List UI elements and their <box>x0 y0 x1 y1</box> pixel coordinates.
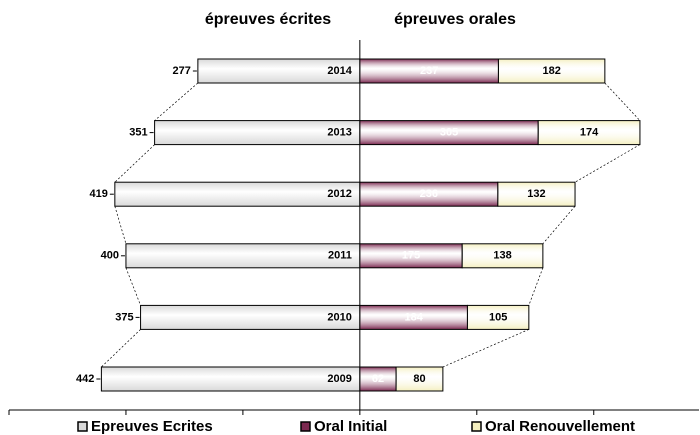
bar <box>359 243 463 269</box>
value-label: 277 <box>173 65 191 77</box>
bar <box>114 181 361 207</box>
bar <box>125 243 361 269</box>
right-title: épreuves orales <box>394 11 516 28</box>
legend-label: Oral Renouvellement <box>485 418 635 435</box>
bar <box>154 120 361 146</box>
value-label: 442 <box>76 373 94 385</box>
value-label: 62 <box>372 373 384 385</box>
category-label: 2010 <box>327 311 351 323</box>
legend-label: Oral Initial <box>314 418 387 435</box>
bar <box>395 366 444 392</box>
value-label: 400 <box>101 250 119 262</box>
connector <box>442 329 529 368</box>
connector <box>101 329 141 368</box>
legend-swatch <box>77 421 88 432</box>
value-label: 132 <box>527 188 545 200</box>
value-label: 419 <box>89 188 107 200</box>
left-title: épreuves écrites <box>205 11 331 28</box>
legend-swatch <box>300 421 311 432</box>
bar <box>461 243 544 269</box>
category-label: 2014 <box>327 65 352 77</box>
value-label: 175 <box>402 250 420 262</box>
bar <box>197 58 361 84</box>
bar <box>497 58 606 84</box>
category-label: 2009 <box>327 373 351 385</box>
bar <box>359 120 539 146</box>
connector <box>114 144 155 183</box>
connector <box>528 267 544 306</box>
category-label: 2011 <box>328 250 352 262</box>
connector <box>125 267 141 306</box>
value-label: 236 <box>420 188 438 200</box>
value-label: 305 <box>440 127 458 139</box>
value-label: 351 <box>129 127 147 139</box>
category-label: 2012 <box>327 188 351 200</box>
connector <box>604 82 641 121</box>
bar <box>140 304 361 330</box>
value-label: 237 <box>420 65 438 77</box>
legend-swatch <box>471 421 482 432</box>
value-label: 174 <box>580 127 599 139</box>
value-label: 138 <box>493 250 511 262</box>
connector <box>542 205 576 245</box>
connector <box>154 82 199 121</box>
bar <box>100 366 361 392</box>
connector <box>114 206 127 244</box>
bar <box>497 181 576 207</box>
bar <box>537 120 641 146</box>
category-label: 2013 <box>327 127 351 139</box>
value-label: 80 <box>413 373 425 385</box>
bar <box>359 58 499 84</box>
bar <box>466 304 530 330</box>
value-label: 182 <box>542 65 560 77</box>
value-label: 105 <box>489 311 507 323</box>
value-label: 375 <box>115 311 133 323</box>
legend-label: Epreuves Ecrites <box>91 418 213 435</box>
connector <box>574 144 641 183</box>
bar <box>359 366 397 392</box>
bar <box>359 181 499 207</box>
value-label: 184 <box>404 311 423 323</box>
